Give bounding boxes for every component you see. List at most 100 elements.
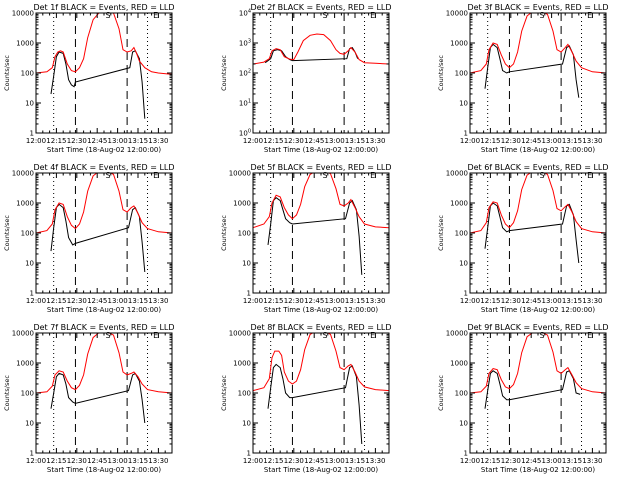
x-tick-label: 12:45 xyxy=(521,297,541,305)
x-axis-label: Start Time (18-Aug-02 12:00:00) xyxy=(47,146,161,154)
x-tick-label: 12:15 xyxy=(480,457,500,465)
y-tick-label: 10000 xyxy=(229,170,251,178)
chart-panel: 1 10 100 1000 10000 12:00 12:15 12:30 12:45 13:00… xyxy=(437,163,609,314)
annotation-marker: S xyxy=(106,331,111,340)
plot-frame xyxy=(469,332,607,454)
chart-title: Det 8f BLACK = Events, RED = LLD xyxy=(250,323,391,332)
chart-panel: 1 10 100 1000 10000 12:00 12:15 12:30 12:45 13:00… xyxy=(3,323,175,474)
y-tick-label: 100 xyxy=(455,230,468,238)
y-tick-label: 10 xyxy=(459,260,468,268)
series-line xyxy=(484,370,581,409)
x-tick-label: 13:15 xyxy=(128,137,148,145)
x-tick-label: 13:30 xyxy=(148,297,168,305)
y-axis-label: Counts/sec xyxy=(437,55,445,91)
y-tick-label: 10 xyxy=(242,420,251,428)
x-tick-label: 13:30 xyxy=(582,137,602,145)
series-line xyxy=(50,372,146,424)
y-tick-label: 10 xyxy=(25,420,34,428)
y-tick-label: 1000 xyxy=(16,360,34,368)
x-axis-label: Start Time (18-Aug-02 12:00:00) xyxy=(264,306,378,314)
x-tick-label: 12:45 xyxy=(304,137,324,145)
chart-panel: 1 10 100 1000 10000 12:00 12:15 12:30 12:45 13:00… xyxy=(437,3,609,154)
series-line xyxy=(484,202,580,264)
y-tick-exponent: 0 xyxy=(248,129,251,135)
series-line xyxy=(484,43,580,98)
y-tick-label: 10000 xyxy=(229,330,251,338)
annotation-marker: E xyxy=(587,11,592,20)
y-axis-label: Counts/sec xyxy=(437,375,445,411)
x-tick-label: 13:30 xyxy=(148,457,168,465)
x-tick-label: 13:00 xyxy=(325,137,345,145)
y-tick-label: 10 xyxy=(459,420,468,428)
y-tick-label: 1 xyxy=(464,450,468,458)
annotation-marker: S xyxy=(106,11,111,20)
series-line xyxy=(470,173,606,234)
annotation-marker: S xyxy=(106,171,111,180)
series-line xyxy=(470,13,606,74)
y-tick-label: 10000 xyxy=(446,10,468,18)
annotation-marker: E xyxy=(153,171,158,180)
annotation-marker: E xyxy=(153,331,158,340)
y-axis-label: Counts/sec xyxy=(220,215,228,251)
x-tick-label: 12:15 xyxy=(480,137,500,145)
x-tick-label: 12:00 xyxy=(26,137,46,145)
y-tick-label: 10000 xyxy=(12,170,34,178)
y-tick-exponent: 4 xyxy=(248,9,251,15)
chart-title: Det 5f BLACK = Events, RED = LLD xyxy=(250,163,391,172)
x-tick-label: 13:15 xyxy=(345,137,365,145)
chart-title: Det 6f BLACK = Events, RED = LLD xyxy=(467,163,608,172)
x-tick-label: 12:15 xyxy=(263,137,283,145)
x-tick-label: 12:15 xyxy=(46,297,66,305)
y-tick-label: 100 xyxy=(455,70,468,78)
x-tick-label: 12:30 xyxy=(67,297,87,305)
annotation-marker: E xyxy=(153,11,158,20)
annotation-marker: S xyxy=(323,11,328,20)
x-tick-label: 12:30 xyxy=(284,297,304,305)
y-tick-label: 1000 xyxy=(233,200,251,208)
y-tick-label: 1000 xyxy=(16,200,34,208)
y-tick-label: 103 xyxy=(239,39,251,48)
x-tick-label: 12:30 xyxy=(67,137,87,145)
x-tick-label: 12:15 xyxy=(46,457,66,465)
series-line xyxy=(36,333,172,394)
x-tick-label: 13:30 xyxy=(148,137,168,145)
series-line xyxy=(36,13,172,75)
plot-frame xyxy=(35,12,173,134)
y-tick-exponent: 2 xyxy=(248,69,251,75)
chart-panel: 1 10 100 1000 10000 12:00 12:15 12:30 12:45 13:00… xyxy=(3,3,175,154)
annotation-marker: S xyxy=(323,171,328,180)
x-tick-label: 12:30 xyxy=(284,457,304,465)
x-tick-label: 12:00 xyxy=(26,457,46,465)
plot-frame xyxy=(469,12,607,134)
y-tick-label: 10000 xyxy=(12,330,34,338)
y-axis-label: Counts/sec xyxy=(437,215,445,251)
series-line xyxy=(253,33,389,65)
chart-title: Det 2f BLACK = Events, RED = LLD xyxy=(250,3,391,12)
x-tick-label: 12:45 xyxy=(87,457,107,465)
y-tick-label: 104 xyxy=(239,9,251,18)
y-tick-label: 1000 xyxy=(450,360,468,368)
x-tick-label: 12:15 xyxy=(263,297,283,305)
x-tick-label: 13:30 xyxy=(365,297,385,305)
x-tick-label: 13:30 xyxy=(365,457,385,465)
chart-title: Det 9f BLACK = Events, RED = LLD xyxy=(467,323,608,332)
y-tick-label: 10 xyxy=(25,260,34,268)
annotation-marker: E xyxy=(587,171,592,180)
y-tick-label: 100 xyxy=(21,390,34,398)
x-tick-label: 13:15 xyxy=(128,457,148,465)
x-tick-label: 13:00 xyxy=(542,457,562,465)
x-tick-label: 13:00 xyxy=(108,137,128,145)
y-axis-label: Counts/sec xyxy=(3,375,11,411)
x-axis-label: Start Time (18-Aug-02 12:00:00) xyxy=(481,146,595,154)
y-tick-label: 1 xyxy=(464,130,468,138)
series-line xyxy=(253,333,389,392)
x-tick-label: 12:45 xyxy=(87,137,107,145)
y-axis-label: Counts/sec xyxy=(3,55,11,91)
y-tick-label: 10000 xyxy=(12,10,34,18)
series-line xyxy=(50,203,146,273)
x-tick-label: 12:00 xyxy=(243,297,263,305)
series-line xyxy=(253,173,389,229)
y-tick-label: 100 xyxy=(21,70,34,78)
x-tick-label: 12:45 xyxy=(304,457,324,465)
y-tick-label: 1 xyxy=(30,130,34,138)
